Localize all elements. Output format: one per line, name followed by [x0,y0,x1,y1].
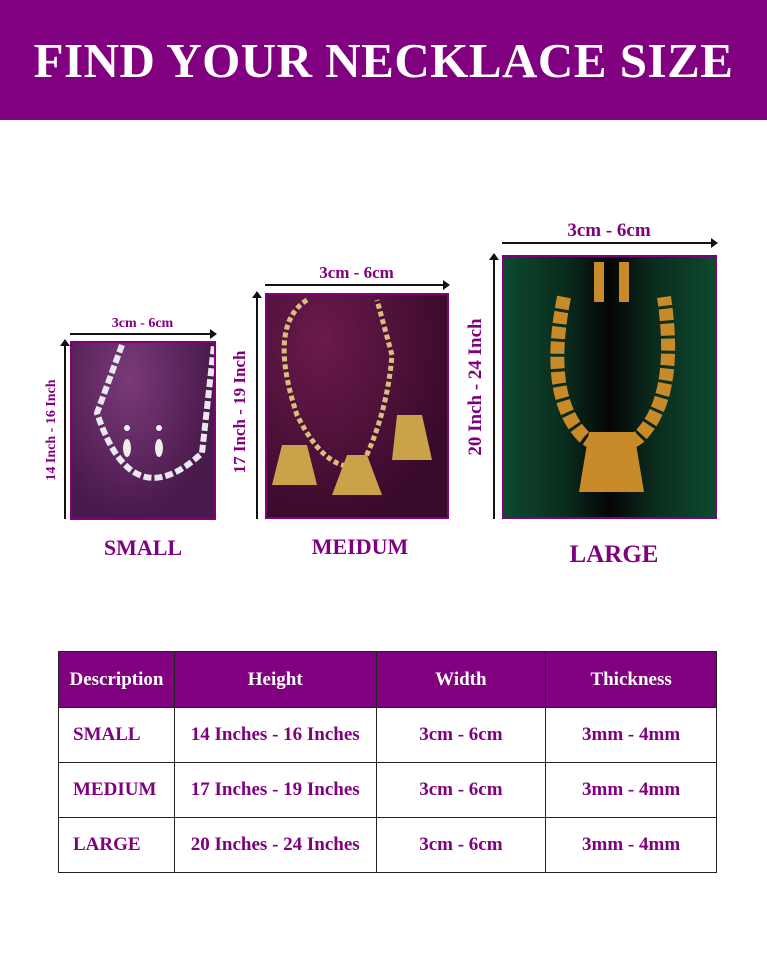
small-height-label: 14 Inch - 16 Inch [44,379,59,481]
cell-height: 14 Inches - 16 Inches [173,707,377,763]
table-row: MEDIUM 17 Inches - 19 Inches 3cm - 6cm 3… [58,762,717,818]
medium-necklace-image [265,293,449,519]
cell-height: 17 Inches - 19 Inches [173,762,377,818]
small-width-arrow [70,329,217,339]
large-necklace-image [502,255,717,519]
small-size-label: SMALL [103,535,183,560]
header-width: Width [375,651,547,708]
cell-description: MEDIUM [58,762,175,818]
large-width-arrow [502,238,718,248]
small-necklace-image [70,341,216,520]
table-row: SMALL 14 Inches - 16 Inches 3cm - 6cm 3m… [58,707,717,763]
cell-width: 3cm - 6cm [375,817,547,873]
cell-width: 3cm - 6cm [375,707,547,763]
cell-description: LARGE [58,817,175,873]
cell-description: SMALL [58,707,175,763]
large-width-label: 3cm - 6cm [567,220,651,241]
medium-height-label: 17 Inch - 19 Inch [230,350,249,474]
page-title: FIND YOUR NECKLACE SIZE [33,32,734,88]
medium-width-arrow [265,280,450,290]
large-height-arrow [489,253,499,519]
medium-size-label: MEIDUM [311,534,409,559]
header-thickness: Thickness [545,651,717,708]
large-height-label: 20 Inch - 24 Inch [465,318,486,456]
medium-height-arrow [252,291,262,519]
cell-thickness: 3mm - 4mm [545,817,717,873]
cell-thickness: 3mm - 4mm [545,762,717,818]
medium-width-label: 3cm - 6cm [319,263,394,282]
table-row: LARGE 20 Inches - 24 Inches 3cm - 6cm 3m… [58,817,717,873]
cell-thickness: 3mm - 4mm [545,707,717,763]
header-height: Height [173,651,377,708]
cell-width: 3cm - 6cm [375,762,547,818]
cell-height: 20 Inches - 24 Inches [173,817,377,873]
large-size-label: LARGE [569,541,659,568]
small-height-arrow [60,339,70,519]
small-width-label: 3cm - 6cm [111,316,174,331]
table-header-row: Description Height Width Thickness [58,651,717,708]
title-banner: FIND YOUR NECKLACE SIZE [0,0,767,120]
size-table: Description Height Width Thickness SMALL… [58,651,717,873]
header-description: Description [58,651,175,708]
